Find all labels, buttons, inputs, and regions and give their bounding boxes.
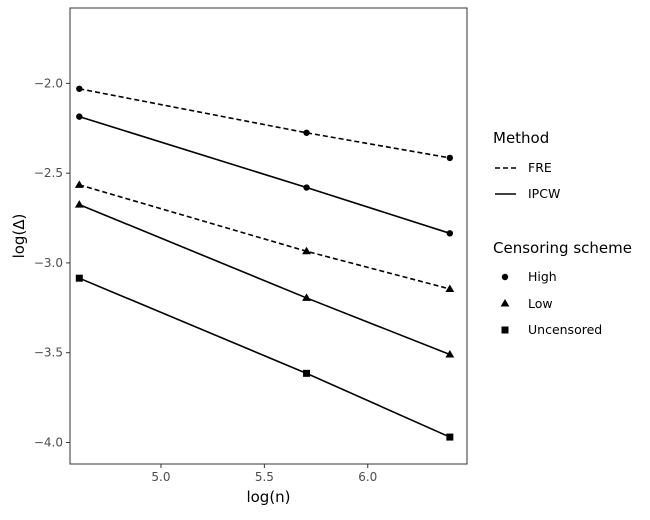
y-tick-label: −2.5 [34,166,63,180]
x-tick-label: 5.0 [151,470,170,484]
legend-fre-label: FRE [528,160,552,175]
panel-border [69,7,468,465]
legend-low-label: Low [528,296,553,311]
legend: Method FRE IPCW Censoring scheme High Lo… [493,129,632,337]
point-ipcw-low [74,200,84,208]
point-fre-high [303,129,310,136]
series-line-fre-high [79,88,450,159]
x-tick-label: 5.5 [255,470,274,484]
plot-area: 5.0 5.5 6.0 −2.0 −2.5 −3.0 −3.5 −4.0 log(n) log(Δ… [10,7,468,506]
legend-low-key [500,299,510,307]
point-ipcw-uncensored [303,369,311,377]
y-tick-label: −3.0 [34,256,63,270]
point-ipcw-low [302,293,311,301]
point-fre-low [302,246,311,255]
legend-uncensored-key [501,326,509,334]
point-fre-low [74,180,84,188]
y-axis-title: log(Δ) [10,214,28,259]
point-ipcw-high [303,184,310,191]
legend-method-title: Method [493,129,549,147]
y-tick-label: −2.0 [34,76,63,90]
legend-high-label: High [528,269,557,284]
point-fre-high [76,85,83,92]
series-line-ipcw-high [79,115,451,235]
legend-ipcw-label: IPCW [528,186,560,201]
y-tick-label: −3.5 [34,346,63,360]
legend-high-key [501,273,509,281]
point-ipcw-uncensored [446,433,454,441]
point-ipcw-low [445,349,455,358]
point-fre-high [446,154,454,162]
point-fre-low [445,284,455,292]
point-ipcw-uncensored [75,274,83,282]
series-line-fre-low [79,184,451,290]
series-line-ipcw-low [79,203,451,356]
legend-scheme-title: Censoring scheme [493,239,632,257]
legend-uncensored-label: Uncensored [528,322,602,337]
series-line-ipcw-uncensored [78,277,451,438]
x-axis-title: log(n) [246,488,290,506]
point-ipcw-high [76,113,83,120]
point-ipcw-high [446,230,454,237]
x-tick-label: 6.0 [358,470,377,484]
y-tick-label: −4.0 [34,435,63,449]
